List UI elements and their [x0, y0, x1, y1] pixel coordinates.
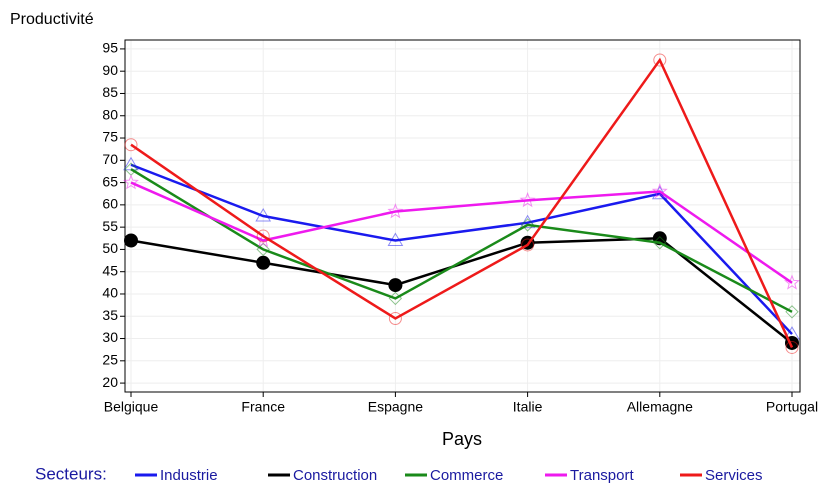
- marker: [256, 229, 270, 243]
- marker: [653, 53, 667, 67]
- marker: [521, 238, 535, 252]
- marker: [387, 232, 404, 247]
- marker: [388, 311, 402, 325]
- x-tick-label: Allemagne: [627, 399, 693, 415]
- x-tick-label: Espagne: [368, 399, 423, 415]
- y-tick-label: 65: [102, 173, 118, 189]
- marker: [388, 291, 403, 306]
- y-tick-label: 40: [102, 285, 118, 301]
- x-tick-label: Italie: [513, 399, 543, 415]
- legend-label: Industrie: [160, 467, 218, 484]
- legend-label: Commerce: [430, 467, 503, 484]
- marker: [519, 214, 536, 229]
- marker: [124, 233, 138, 248]
- marker: [256, 255, 271, 270]
- plot-frame: [124, 39, 801, 393]
- y-tick-label: 95: [102, 40, 118, 56]
- x-tick-label: Portugal: [766, 399, 818, 415]
- series-line: [130, 237, 793, 344]
- marker: [520, 218, 535, 232]
- legend-label: Transport: [570, 467, 634, 484]
- legend-label: Construction: [293, 467, 377, 484]
- y-tick-label: 90: [102, 62, 118, 78]
- y-tick-label: 85: [102, 84, 118, 100]
- x-tick-label: France: [241, 399, 285, 415]
- series-line: [130, 163, 793, 335]
- marker: [388, 278, 403, 293]
- marker: [124, 138, 138, 152]
- y-tick-label: 80: [102, 106, 118, 122]
- y-tick-label: 70: [102, 151, 118, 167]
- series-line: [130, 181, 793, 284]
- marker: [653, 236, 667, 250]
- y-tick-label: 45: [102, 262, 118, 278]
- y-axis-title: Productivité: [10, 11, 94, 28]
- y-tick-label: 20: [102, 374, 118, 390]
- x-tick-label: Belgique: [104, 399, 159, 415]
- marker: [651, 183, 668, 199]
- marker: [519, 192, 536, 208]
- marker: [255, 208, 272, 222]
- y-tick-label: 25: [102, 352, 118, 368]
- marker: [123, 174, 139, 190]
- marker: [785, 305, 799, 319]
- legend-title: Secteurs:: [35, 464, 107, 483]
- y-tick-label: 75: [102, 129, 118, 145]
- legend-label: Services: [705, 467, 763, 484]
- marker: [387, 203, 404, 219]
- marker: [784, 274, 800, 290]
- marker: [256, 242, 270, 257]
- y-tick-label: 30: [102, 329, 118, 345]
- y-tick-label: 60: [102, 196, 118, 212]
- marker: [785, 340, 799, 354]
- series-line: [130, 57, 794, 348]
- series-line: [130, 168, 793, 313]
- y-tick-label: 55: [102, 218, 118, 234]
- y-tick-label: 35: [102, 307, 118, 323]
- y-tick-label: 50: [102, 240, 118, 256]
- x-axis-title: Pays: [442, 429, 482, 449]
